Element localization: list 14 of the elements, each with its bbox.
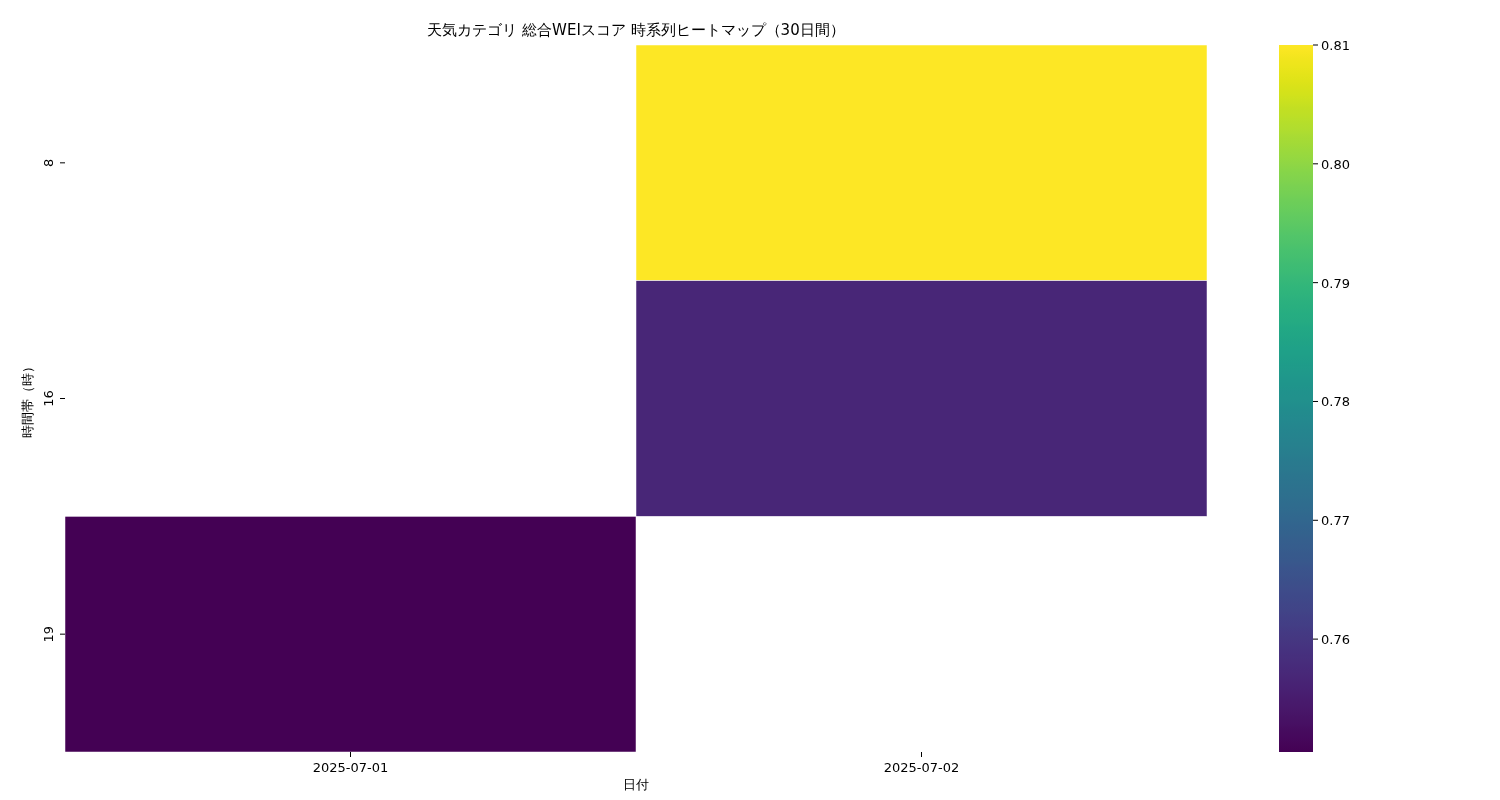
color-bar-label: 0.80 <box>1321 156 1350 172</box>
chart-title: 天気カテゴリ 総合WEIスコア 時系列ヒートマップ（30日間） <box>427 21 845 39</box>
color-bar-label: 0.78 <box>1321 394 1350 410</box>
y-tick-label: 16 <box>41 390 56 407</box>
color-bar-label: 0.77 <box>1321 513 1350 529</box>
x-tick-label: 2025-07-01 <box>312 760 389 775</box>
color-bar-label: 0.76 <box>1321 632 1350 648</box>
color-bar-label: 0.79 <box>1321 275 1350 291</box>
y-tick-label: 8 <box>41 158 56 167</box>
y-tick-label: 19 <box>41 625 56 643</box>
color-bar-label: 0.81 <box>1321 38 1350 53</box>
y-axis-title: 時間帯（時） <box>20 359 35 438</box>
x-tick-label: 2025-07-02 <box>883 760 960 775</box>
x-axis-title: 日付 <box>623 777 649 792</box>
